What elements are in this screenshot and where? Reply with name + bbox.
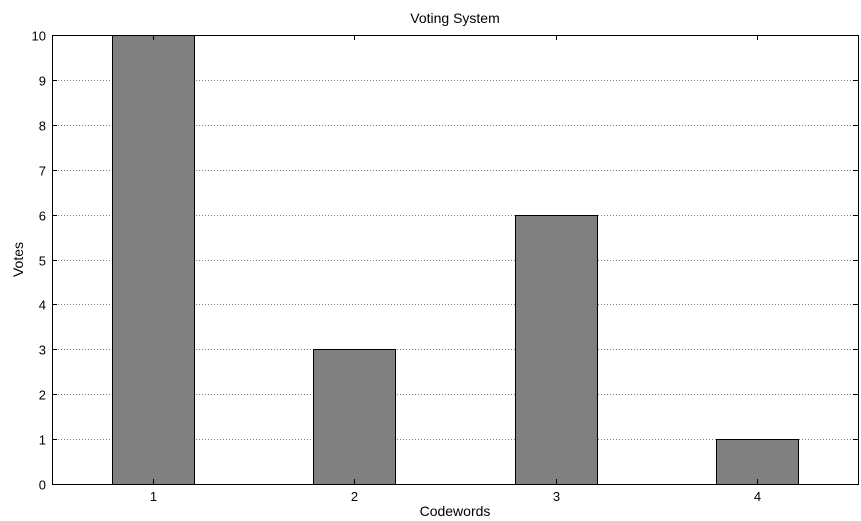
y-tick-label: 8 bbox=[39, 119, 46, 134]
bars bbox=[112, 35, 799, 485]
chart-title: Voting System bbox=[410, 10, 500, 26]
bar-2 bbox=[313, 349, 396, 485]
y-tick-label: 10 bbox=[32, 29, 46, 44]
x-tick-label: 1 bbox=[150, 489, 157, 504]
x-tick-label: 3 bbox=[553, 489, 560, 504]
x-tick-label: 4 bbox=[754, 489, 761, 504]
axis-ticks: 0 1 2 3 4 5 6 7 8 9 10 1 2 3 4 bbox=[32, 29, 858, 504]
y-tick-label: 5 bbox=[39, 254, 46, 269]
y-tick-label: 7 bbox=[39, 164, 46, 179]
bar-4 bbox=[716, 439, 799, 485]
y-tick-label: 2 bbox=[39, 388, 46, 403]
grid-lines bbox=[52, 80, 858, 440]
y-tick-label: 1 bbox=[39, 433, 46, 448]
bar-1 bbox=[112, 35, 195, 485]
x-tick-label: 2 bbox=[351, 489, 358, 504]
y-tick-label: 3 bbox=[39, 343, 46, 358]
y-tick-label: 6 bbox=[39, 209, 46, 224]
y-tick-label: 9 bbox=[39, 74, 46, 89]
y-tick-label: 0 bbox=[39, 478, 46, 493]
bar-3 bbox=[515, 215, 598, 485]
y-tick-label: 4 bbox=[39, 298, 46, 313]
x-axis-label: Codewords bbox=[420, 503, 491, 519]
y-axis-label: Votes bbox=[10, 242, 26, 277]
